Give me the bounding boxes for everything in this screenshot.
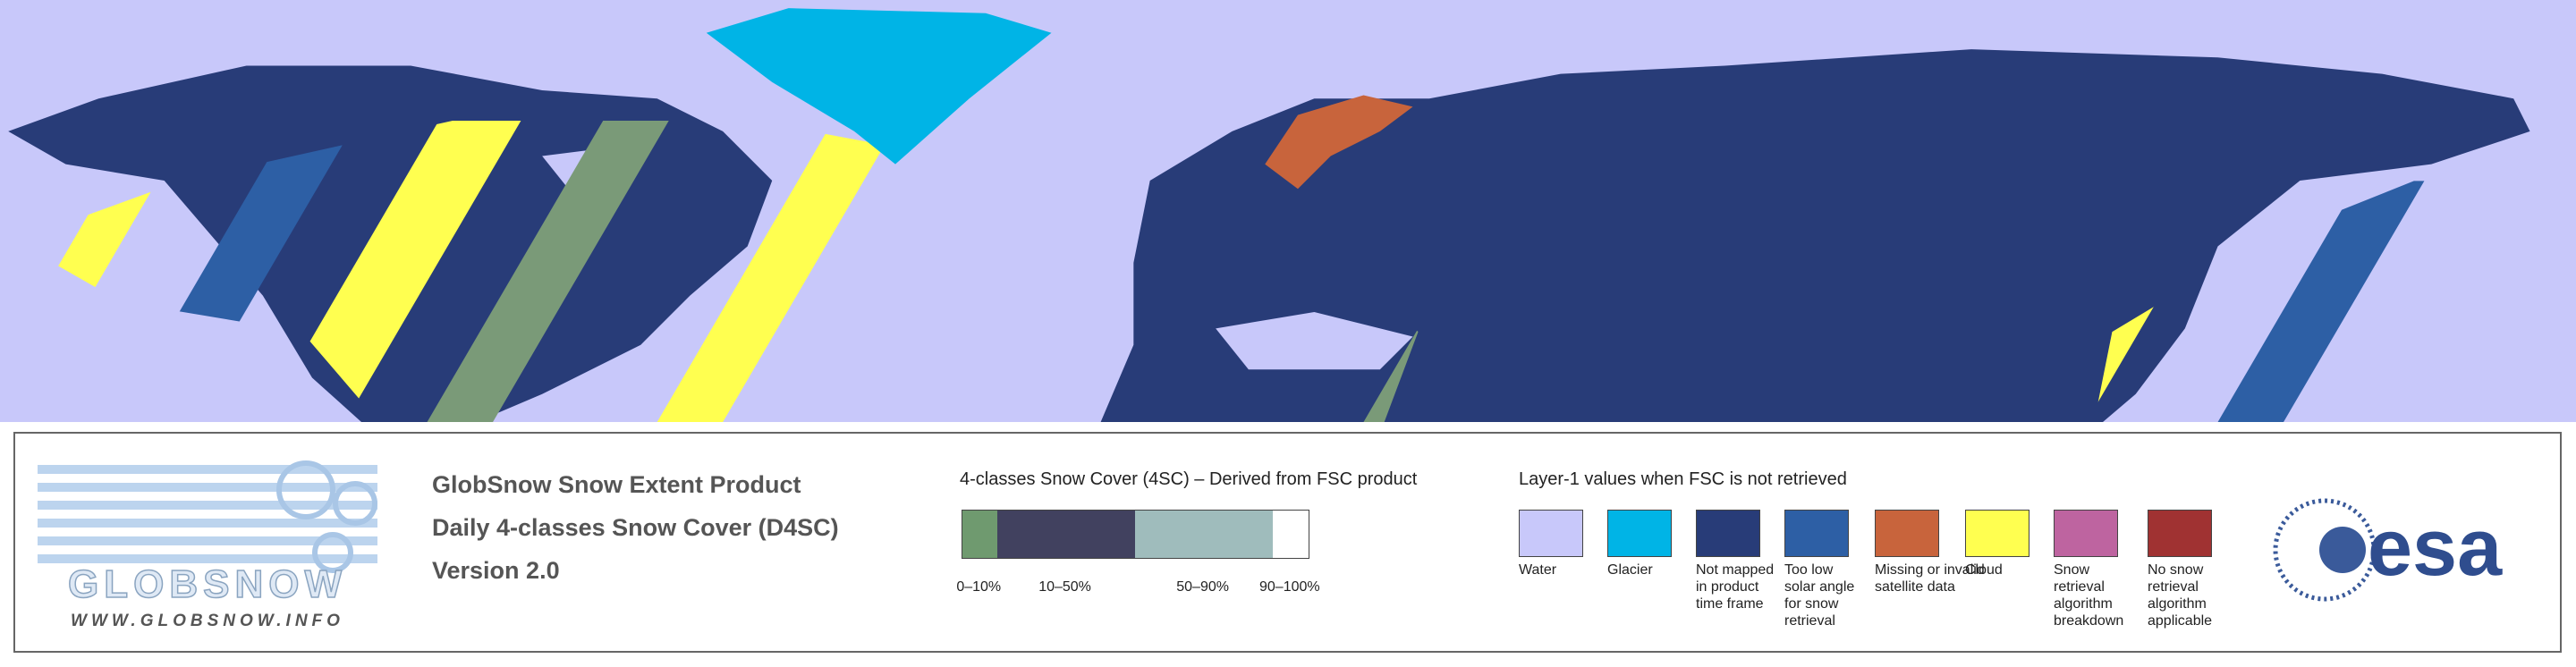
product-subtitle: Daily 4-classes Snow Cover (D4SC) — [432, 514, 839, 541]
logo-name: GLOBSNOW — [68, 562, 347, 606]
item-swatch — [1696, 510, 1760, 557]
snow-cover-bar — [962, 510, 1309, 559]
class-swatch — [1272, 511, 1309, 558]
greenland — [706, 8, 1052, 165]
legend: GLOBSNOW WWW.GLOBSNOW.INFO GlobSnow Snow… — [13, 432, 2562, 653]
scandinavia — [1265, 95, 1413, 190]
item-swatch — [2148, 510, 2212, 557]
item-swatch — [2054, 510, 2118, 557]
class-label: 90–100% — [1259, 579, 1320, 595]
class-label: 10–50% — [1038, 579, 1091, 595]
layer1-title: Layer-1 values when FSC is not retrieved — [1519, 469, 1847, 489]
snow-cover-title: 4-classes Snow Cover (4SC) – Derived fro… — [960, 469, 1418, 489]
product-version: Version 2.0 — [432, 557, 560, 584]
map — [0, 0, 2576, 422]
item-swatch — [1784, 510, 1849, 557]
item-label: No snow retrieval algorithm applicable — [2148, 562, 2213, 629]
item-label: Cloud — [1965, 562, 2003, 578]
agency-name: esa — [2368, 503, 2503, 593]
class-label: 50–90% — [1176, 579, 1229, 595]
product-title: GlobSnow Snow Extent Product — [432, 471, 801, 498]
item-label: Glacier — [1607, 562, 1653, 578]
class-swatch — [1134, 511, 1273, 558]
class-label: 0–10% — [956, 579, 1002, 595]
esa-logo: esa — [2273, 498, 2503, 602]
class-swatch — [962, 511, 997, 558]
item-swatch — [1607, 510, 1672, 557]
item-label: Too low solar angle for snow retrieval — [1784, 562, 1855, 629]
class-swatch — [996, 511, 1135, 558]
item-label: Missing or invalid satellite data — [1875, 562, 1985, 595]
mediterranean — [1216, 311, 1413, 370]
logo-url: WWW.GLOBSNOW.INFO — [71, 612, 344, 630]
globsnow-logo: GLOBSNOW WWW.GLOBSNOW.INFO — [38, 460, 377, 630]
item-swatch — [1519, 510, 1583, 557]
item-label: Snow retrieval algorithm breakdown — [2054, 562, 2124, 629]
item-label: Not mapped in product time frame — [1696, 562, 1775, 612]
item-swatch — [1875, 510, 1939, 557]
item-swatch — [1965, 510, 2029, 557]
eurasia — [1100, 49, 2530, 422]
item-label: Water — [1519, 562, 1557, 578]
